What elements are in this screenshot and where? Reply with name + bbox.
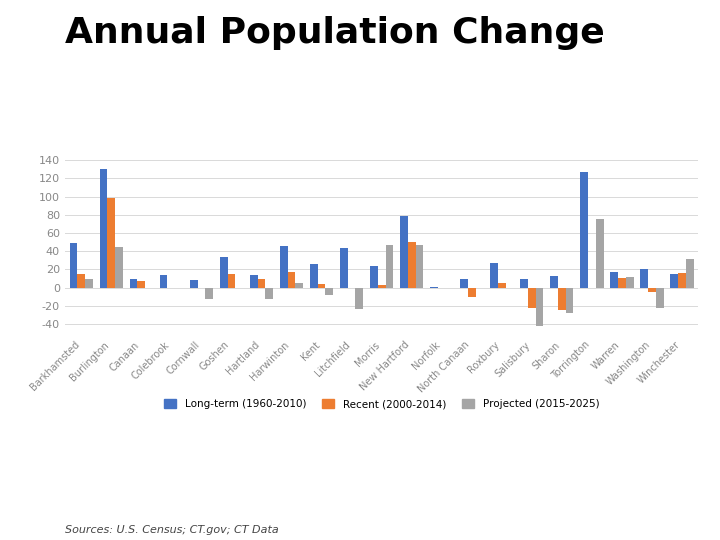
Bar <box>588 287 595 288</box>
Bar <box>460 279 468 287</box>
Bar <box>235 287 243 288</box>
Bar <box>356 287 364 309</box>
Bar <box>610 272 618 287</box>
Bar <box>107 199 115 287</box>
Bar <box>266 287 273 299</box>
Bar <box>325 287 333 295</box>
Bar <box>310 264 318 287</box>
Bar <box>656 287 664 308</box>
Bar <box>520 279 528 287</box>
Bar <box>558 287 566 310</box>
Bar <box>145 287 153 288</box>
Legend: Long-term (1960-2010), Recent (2000-2014), Projected (2015-2025): Long-term (1960-2010), Recent (2000-2014… <box>160 395 603 414</box>
Bar <box>528 287 536 308</box>
Bar <box>70 243 78 287</box>
Bar <box>415 245 423 287</box>
Bar <box>348 287 356 288</box>
Bar <box>258 279 266 287</box>
Bar <box>295 283 303 287</box>
Bar <box>536 287 544 326</box>
Bar <box>498 283 505 287</box>
Bar <box>670 274 678 287</box>
Bar <box>99 170 107 287</box>
Bar <box>160 275 168 287</box>
Text: Annual Population Change: Annual Population Change <box>65 16 605 50</box>
Bar <box>408 242 415 287</box>
Bar <box>685 259 693 287</box>
Bar <box>640 269 648 287</box>
Bar <box>228 274 235 287</box>
Bar <box>446 287 454 288</box>
Bar <box>378 285 385 287</box>
Bar <box>130 279 138 287</box>
Bar <box>385 245 393 287</box>
Bar <box>318 284 325 287</box>
Bar <box>115 247 123 287</box>
Bar <box>205 287 213 299</box>
Bar <box>78 274 85 287</box>
Bar <box>580 172 588 287</box>
Bar <box>648 287 656 292</box>
Bar <box>505 287 513 288</box>
Bar <box>595 219 603 287</box>
Bar <box>175 287 183 288</box>
Bar <box>490 263 498 287</box>
Bar <box>189 280 197 287</box>
Text: Sources: U.S. Census; CT.gov; CT Data: Sources: U.S. Census; CT.gov; CT Data <box>65 524 279 535</box>
Bar <box>550 276 558 287</box>
Bar <box>626 276 634 287</box>
Bar <box>280 246 287 287</box>
Bar <box>400 216 408 287</box>
Bar <box>250 275 258 287</box>
Bar <box>566 287 574 313</box>
Bar <box>468 287 476 296</box>
Bar <box>287 272 295 287</box>
Bar <box>476 287 483 288</box>
Bar <box>340 247 348 287</box>
Bar <box>138 281 145 287</box>
Bar <box>220 256 228 287</box>
Bar <box>618 278 626 287</box>
Bar <box>85 279 93 287</box>
Bar <box>370 266 378 287</box>
Bar <box>678 273 685 287</box>
